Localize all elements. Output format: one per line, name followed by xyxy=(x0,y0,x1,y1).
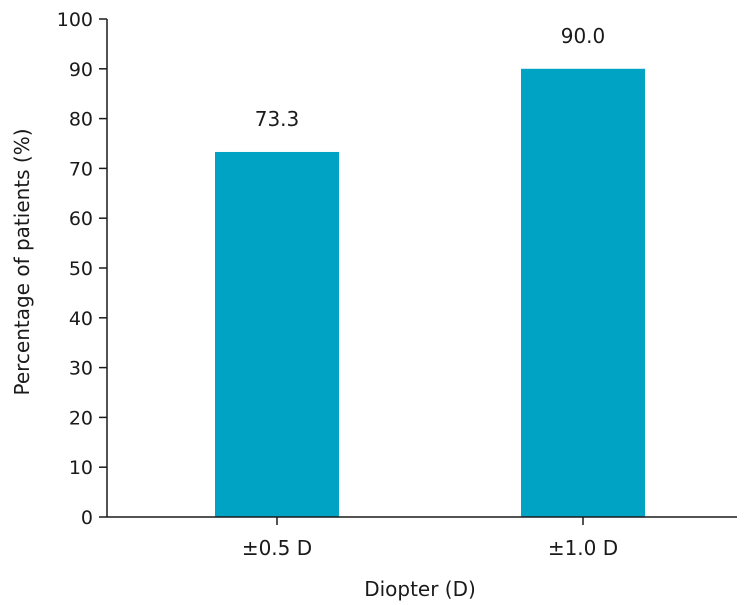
y-tick-label: 20 xyxy=(69,407,93,429)
bar xyxy=(215,151,339,517)
y-tick-label: 100 xyxy=(57,9,93,31)
y-tick-label: 50 xyxy=(69,258,93,280)
y-tick-label: 90 xyxy=(69,59,93,81)
y-tick-label: 10 xyxy=(69,457,93,479)
data-labels: 73.3 90.0 xyxy=(255,24,606,131)
y-tick-label: 70 xyxy=(69,158,93,180)
bar xyxy=(521,68,645,518)
x-category-label: ±0.5 D xyxy=(242,536,312,560)
y-tick-label: 0 xyxy=(81,507,93,529)
x-axis-categories: ±0.5 D ±1.0 D xyxy=(242,517,618,560)
bar-value-label: 90.0 xyxy=(561,24,606,48)
y-tick-label: 30 xyxy=(69,358,93,380)
y-axis-title: Percentage of patients (%) xyxy=(10,128,34,395)
y-tick-label: 80 xyxy=(69,109,93,131)
bars xyxy=(215,68,645,518)
y-axis-ticks: 0 10 20 30 40 50 60 70 80 90 100 xyxy=(57,9,107,529)
y-tick-label: 40 xyxy=(69,308,93,330)
bar-value-label: 73.3 xyxy=(255,107,300,131)
x-category-label: ±1.0 D xyxy=(548,536,618,560)
y-tick-label: 60 xyxy=(69,208,93,230)
x-axis-title: Diopter (D) xyxy=(364,577,476,601)
